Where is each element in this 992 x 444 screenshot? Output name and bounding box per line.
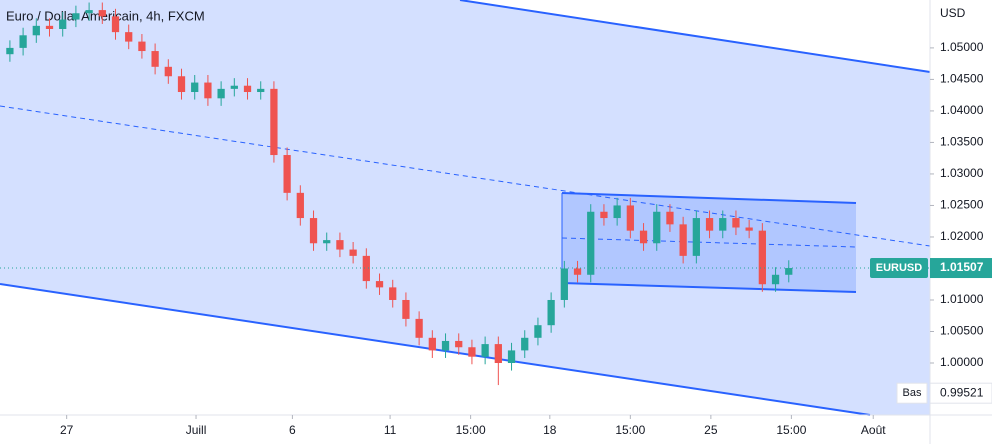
candle-body	[98, 10, 106, 17]
y-tick-label: 1.02500	[940, 198, 984, 212]
candle-body	[666, 211, 674, 225]
x-tick-label: 27	[60, 423, 74, 437]
y-axis-label: USD	[940, 6, 966, 20]
candle-body	[468, 347, 476, 357]
candle-body	[587, 211, 595, 275]
candle-body	[230, 85, 238, 89]
small-channel-bottom	[561, 282, 857, 293]
candle-body	[626, 205, 634, 231]
x-tick-label: Juill	[186, 423, 207, 437]
small-channel-mid	[561, 237, 857, 248]
candle-body	[6, 47, 14, 55]
candle-body	[309, 218, 318, 244]
candle-body	[375, 281, 384, 288]
x-tick-label: 6	[289, 423, 296, 437]
y-tick-label: 1.05000	[940, 40, 984, 54]
y-tick-label: 1.00000	[940, 355, 984, 369]
y-tick-label: 1.03500	[940, 135, 984, 149]
x-tick-label: 15:00	[615, 423, 645, 437]
candle-body	[138, 41, 146, 52]
low-marker-name-box	[896, 382, 928, 404]
candle-body	[679, 224, 687, 256]
candle-body	[692, 218, 700, 256]
candle-body	[613, 205, 621, 219]
candle-body	[600, 211, 608, 219]
low-marker-name: Bas	[903, 387, 922, 399]
candle-body	[257, 88, 265, 93]
x-tick-label: 25	[704, 423, 718, 437]
channel-top	[459, 0, 931, 73]
low-marker-value-box	[929, 382, 992, 404]
candle-body	[547, 299, 555, 326]
candle-body	[164, 66, 172, 77]
y-tick-label: 1.04500	[940, 72, 984, 86]
last-price-value: 1.01507	[940, 260, 984, 274]
last-price-name-box	[870, 258, 928, 279]
candle-body	[19, 35, 27, 48]
candle-body	[494, 344, 502, 364]
candle-body	[59, 19, 67, 29]
candle-body	[560, 268, 568, 300]
x-tick-label: 15:00	[456, 423, 486, 437]
candle-body	[758, 230, 766, 285]
candle-body	[336, 240, 344, 250]
candle-body	[719, 218, 727, 231]
candle-body	[204, 82, 212, 99]
candle-body	[507, 350, 516, 364]
channel-fill	[0, 0, 930, 415]
candle-body	[349, 249, 357, 256]
small-channel-top	[561, 192, 857, 204]
x-tick-label: 15:00	[776, 423, 806, 437]
candle-body	[402, 299, 410, 319]
candle-body	[151, 51, 159, 67]
candle-body	[283, 155, 291, 193]
candle-body	[85, 10, 93, 14]
candle-body	[243, 85, 252, 93]
candle-body	[732, 218, 740, 228]
low-marker-value: 0.99521	[940, 385, 984, 399]
candle-body	[771, 274, 780, 285]
candle-body	[32, 25, 40, 36]
y-tick-label: 1.02000	[940, 229, 984, 243]
candle-body	[389, 287, 397, 300]
candle-body	[177, 76, 186, 93]
candle-body	[125, 32, 133, 42]
x-tick-label: Août	[861, 423, 886, 437]
y-tick-label: 1.00500	[940, 324, 984, 338]
candle-body	[455, 340, 463, 348]
candle-body	[534, 325, 542, 338]
candle-body	[705, 218, 714, 231]
candle-body	[270, 88, 278, 156]
candle-body	[415, 318, 423, 338]
candle-body	[521, 337, 529, 351]
candle-body	[785, 268, 793, 275]
x-tick-label: 11	[384, 423, 397, 437]
candle-body	[323, 240, 331, 244]
candle-body	[191, 82, 199, 93]
candle-body	[428, 337, 436, 351]
candle-body	[296, 192, 304, 219]
candle-body	[111, 16, 120, 33]
last-price-value-box	[930, 258, 992, 279]
candle-body	[653, 211, 661, 244]
channel-mid	[0, 105, 931, 247]
y-tick-label: 1.03000	[940, 166, 984, 180]
candle-body	[72, 13, 80, 20]
y-tick-label: 1.01000	[940, 292, 984, 306]
candle-body	[481, 344, 489, 357]
candle-body	[441, 340, 450, 351]
last-price-name: EURUSD	[876, 262, 923, 274]
candle-body	[217, 88, 225, 99]
candle-body	[573, 268, 582, 275]
y-tick-label: 1.04000	[940, 103, 984, 117]
candle-body	[639, 230, 648, 244]
x-tick-label: 18	[543, 423, 557, 437]
candle-body	[45, 25, 54, 29]
candle-body	[745, 227, 753, 231]
candle-body	[362, 255, 370, 282]
drawings	[0, 0, 931, 416]
